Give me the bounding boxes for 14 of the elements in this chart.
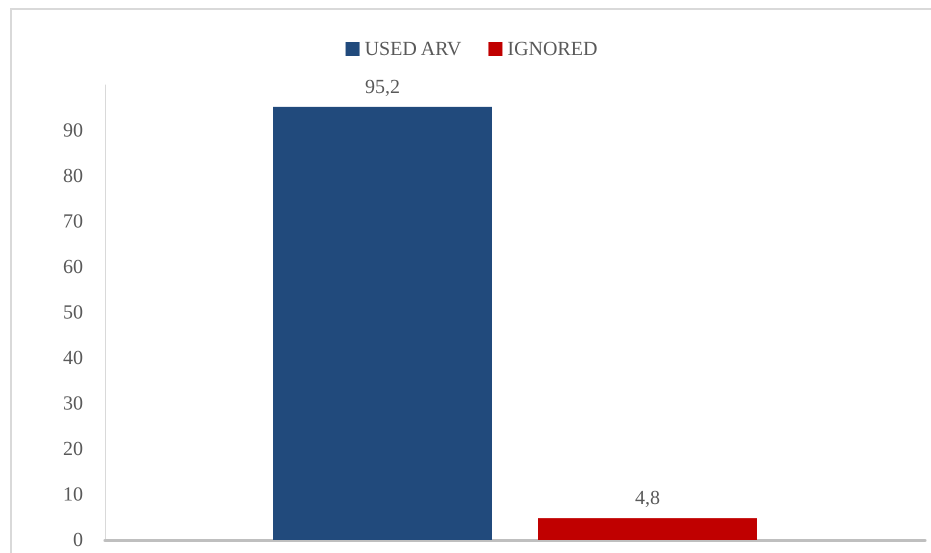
y-tick-label: 80 xyxy=(63,165,83,187)
y-tick-label: 90 xyxy=(63,120,83,142)
y-tick-label: 10 xyxy=(63,484,83,506)
y-tick-label: 0 xyxy=(73,529,83,551)
legend-label: IGNORED xyxy=(507,38,598,60)
y-tick-label: 60 xyxy=(63,256,83,278)
y-tick-label: 50 xyxy=(63,302,83,324)
data-label: 4,8 xyxy=(634,487,660,510)
y-tick-label: 70 xyxy=(63,210,83,232)
y-tick-label: 30 xyxy=(63,392,83,414)
y-tick-label: 40 xyxy=(63,347,83,369)
y-tick-label: 20 xyxy=(63,438,83,460)
data-label: 95,2 xyxy=(365,76,400,98)
legend-label: USED ARV xyxy=(364,38,462,60)
